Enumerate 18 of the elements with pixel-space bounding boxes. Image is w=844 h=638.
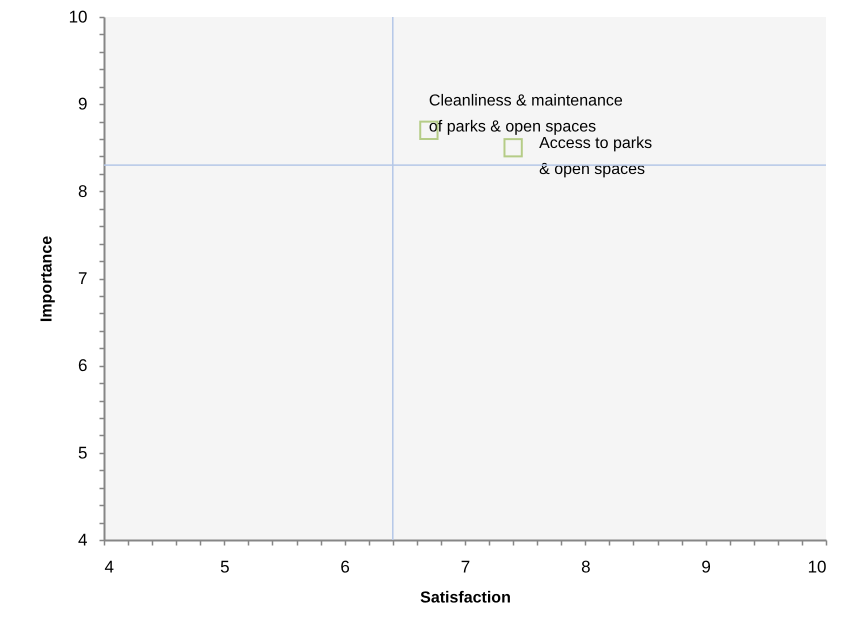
y-tick-label: 6 xyxy=(78,356,88,376)
y-tick-label: 4 xyxy=(78,530,88,550)
y-axis-title: Importance xyxy=(38,236,56,322)
y-tick-label: 10 xyxy=(68,8,88,26)
x-tick-label: 10 xyxy=(808,558,826,576)
x-tick-label: 7 xyxy=(460,558,470,576)
x-tick-label: 8 xyxy=(581,558,591,576)
y-tick-label: 8 xyxy=(78,182,88,201)
y-tick-label: 5 xyxy=(78,443,88,462)
annotation: Cleanliness & maintenance of parks & open spaces xyxy=(428,92,623,136)
x-tick-label: 5 xyxy=(220,558,230,576)
y-tick-label: 9 xyxy=(78,94,88,114)
annotation: Access to parks & open spaces xyxy=(539,134,652,178)
x-tick-label: 6 xyxy=(340,558,350,576)
y-tick-label: 7 xyxy=(78,269,88,288)
x-tick-label: 9 xyxy=(701,558,711,576)
x-tick-label: 4 xyxy=(104,558,114,576)
x-axis-title: Satisfaction xyxy=(420,590,511,606)
